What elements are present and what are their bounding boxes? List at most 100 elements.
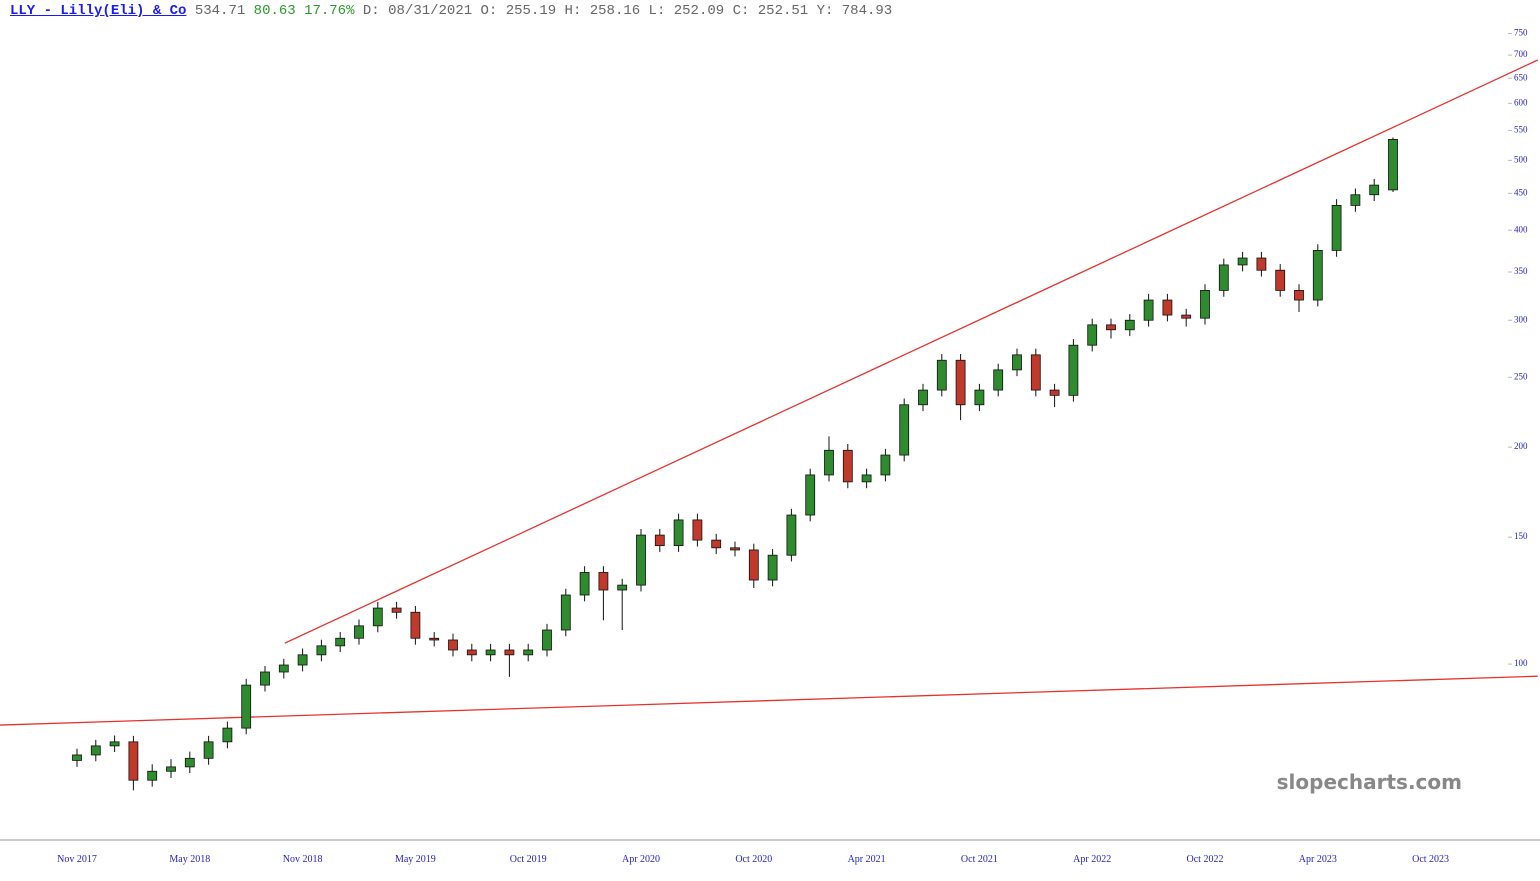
candle-body	[673, 519, 684, 547]
last-price: 534.71	[194, 3, 246, 19]
candle-body	[297, 654, 308, 666]
candle-body	[260, 671, 270, 686]
candle-body	[466, 649, 477, 656]
candle-body	[1162, 299, 1173, 316]
candle-body	[1049, 389, 1060, 396]
candle-body	[824, 449, 834, 476]
y-tick-label: 700	[1514, 49, 1528, 59]
candle-body	[1331, 205, 1342, 251]
candle-body	[654, 534, 665, 547]
x-tick-label: Oct 2021	[961, 854, 998, 865]
candle-body	[316, 645, 327, 656]
candle-body	[485, 649, 496, 656]
candle-body	[1388, 138, 1398, 191]
y-tick-label: 350	[1514, 266, 1528, 276]
candle-body	[880, 454, 891, 476]
candle-body	[730, 547, 740, 551]
y-tick-label: 150	[1514, 531, 1528, 541]
candle-body	[1218, 264, 1229, 291]
candle-body	[993, 369, 1004, 391]
candle-body	[1143, 299, 1154, 321]
header: LLY - Lilly(Eli) & Co 534.71 80.63 17.76…	[10, 3, 892, 19]
candle-body	[429, 637, 440, 641]
candle-body	[1237, 257, 1248, 266]
candle-body	[335, 637, 346, 647]
candle-body	[90, 745, 101, 756]
y-tick-label: 250	[1514, 371, 1528, 381]
candle-body	[636, 534, 646, 586]
candle-body	[222, 727, 233, 743]
quote-details: D: 08/31/2021 O: 255.19 H: 258.16 L: 252…	[362, 3, 893, 19]
y-tick-label: 200	[1514, 441, 1528, 451]
y-tick-label: 650	[1514, 72, 1528, 82]
candle-body	[842, 449, 853, 483]
symbol-link[interactable]: LLY - Lilly(Eli) & Co	[10, 3, 187, 19]
candle-body	[579, 572, 590, 596]
candle-body	[523, 649, 534, 656]
candle-body	[147, 770, 158, 781]
y-tick-label: 100	[1514, 658, 1528, 668]
y-tick-label: 600	[1514, 97, 1528, 107]
candle-body	[241, 684, 252, 729]
y-tick-label: 400	[1514, 224, 1528, 234]
candle-body	[899, 404, 910, 456]
candle-body	[1350, 194, 1361, 206]
candle-body	[448, 639, 458, 651]
x-tick-label: Apr 2021	[848, 854, 886, 865]
candle-body	[861, 474, 872, 483]
candle-body	[974, 389, 985, 406]
candle-body	[166, 766, 176, 772]
candle-body	[391, 607, 402, 613]
candle-body	[72, 754, 82, 761]
y-tick-label: 450	[1514, 187, 1528, 197]
candle-body	[184, 757, 195, 768]
x-tick-label: May 2018	[169, 854, 210, 865]
candle-body	[1030, 354, 1041, 391]
candle-body	[504, 649, 515, 656]
candle-body	[1012, 354, 1022, 371]
candle-body	[1200, 290, 1210, 319]
x-tick-label: May 2019	[395, 854, 436, 865]
candle-body	[1312, 250, 1323, 301]
y-tick-label: 300	[1514, 314, 1528, 324]
candle-body	[936, 359, 947, 391]
candle-body	[711, 539, 722, 549]
candle-body	[1068, 344, 1079, 396]
candle-body	[410, 611, 421, 639]
candle-body	[1256, 257, 1267, 271]
candle-body	[1369, 184, 1380, 196]
candle-body	[542, 629, 552, 651]
x-tick-label: Oct 2019	[510, 854, 547, 865]
y-tick-label: 550	[1514, 125, 1528, 135]
candle-body	[598, 572, 609, 591]
candle-body	[1275, 269, 1286, 291]
candle-body	[1124, 319, 1135, 331]
candle-body	[372, 607, 383, 627]
x-tick-label: Oct 2023	[1412, 854, 1449, 865]
candle-body	[109, 741, 120, 747]
candle-body	[1087, 324, 1098, 346]
candle-body	[767, 554, 778, 581]
x-tick-label: Apr 2020	[622, 854, 660, 865]
change: 80.63 17.76%	[253, 3, 355, 19]
x-tick-label: Oct 2022	[1187, 854, 1224, 865]
candle-body	[354, 625, 364, 639]
candle-body	[955, 359, 966, 406]
trendline	[284, 59, 1539, 644]
candle-body	[1294, 290, 1304, 301]
candle-body	[786, 514, 797, 556]
watermark: slopecharts.com	[1277, 770, 1462, 794]
candle-body	[128, 741, 139, 781]
candle-body	[692, 519, 703, 541]
trendline	[0, 675, 1538, 726]
y-tick-label: 500	[1514, 154, 1528, 164]
candle-body	[617, 584, 628, 591]
candle-body	[560, 594, 571, 631]
candle-body	[918, 389, 928, 406]
x-tick-label: Apr 2022	[1073, 854, 1111, 865]
x-tick-label: Nov 2017	[57, 854, 97, 865]
candle-body	[805, 474, 816, 516]
candle-body	[278, 664, 289, 673]
